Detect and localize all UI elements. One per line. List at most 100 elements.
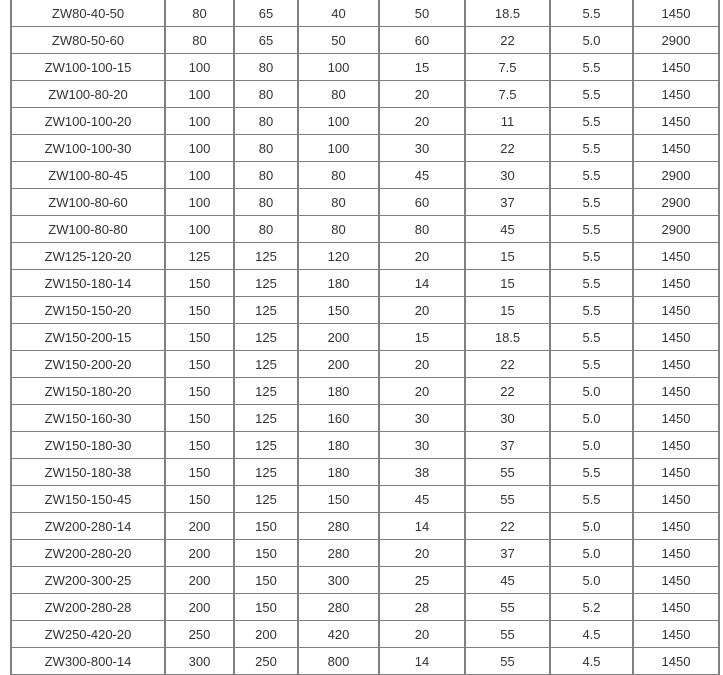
value-cell: 125 [233,323,299,351]
model-cell: ZW150-180-14 [10,269,166,297]
pump-spec-table-container: ZW80-40-50 80 65 40 50 18.5 5.5 1450 ZW80-50-60 8… [10,0,720,675]
model-cell: ZW200-280-14 [10,512,166,540]
value-cell: 7.5 [464,80,551,108]
value-cell: 1450 [632,377,720,405]
model-cell: ZW150-200-20 [10,350,166,378]
model-cell: ZW150-180-38 [10,458,166,486]
value-cell: 40 [297,0,380,27]
value-cell: 5.0 [549,404,634,432]
value-cell: 5.5 [549,269,634,297]
value-cell: 420 [297,620,380,648]
value-cell: 1450 [632,620,720,648]
value-cell: 160 [297,404,380,432]
table-row: ZW100-80-20 100 80 80 20 7.5 5.5 1450 [10,80,720,108]
value-cell: 150 [233,512,299,540]
value-cell: 5.5 [549,296,634,324]
value-cell: 200 [164,512,235,540]
value-cell: 250 [233,647,299,675]
value-cell: 200 [164,593,235,621]
value-cell: 100 [164,107,235,135]
value-cell: 100 [164,80,235,108]
value-cell: 14 [378,269,466,297]
value-cell: 300 [164,647,235,675]
value-cell: 1450 [632,485,720,513]
model-cell: ZW125-120-20 [10,242,166,270]
value-cell: 150 [297,485,380,513]
value-cell: 55 [464,593,551,621]
value-cell: 150 [164,485,235,513]
model-cell: ZW100-100-15 [10,53,166,81]
value-cell: 5.5 [549,485,634,513]
value-cell: 2900 [632,161,720,189]
value-cell: 15 [378,53,466,81]
table-row: ZW100-100-30 100 80 100 30 22 5.5 1450 [10,134,720,162]
model-cell: ZW150-160-30 [10,404,166,432]
value-cell: 5.5 [549,350,634,378]
value-cell: 150 [233,566,299,594]
table-row: ZW200-280-14 200 150 280 14 22 5.0 1450 [10,512,720,540]
value-cell: 1450 [632,134,720,162]
value-cell: 5.0 [549,512,634,540]
value-cell: 22 [464,377,551,405]
value-cell: 18.5 [464,323,551,351]
value-cell: 22 [464,26,551,54]
value-cell: 125 [233,458,299,486]
value-cell: 45 [378,485,466,513]
table-row: ZW150-150-45 150 125 150 45 55 5.5 1450 [10,485,720,513]
value-cell: 125 [233,404,299,432]
value-cell: 55 [464,620,551,648]
value-cell: 2900 [632,26,720,54]
table-row: ZW200-280-28 200 150 280 28 55 5.2 1450 [10,593,720,621]
value-cell: 80 [297,161,380,189]
value-cell: 80 [233,134,299,162]
value-cell: 65 [233,26,299,54]
model-cell: ZW150-150-45 [10,485,166,513]
value-cell: 5.5 [549,80,634,108]
value-cell: 80 [378,215,466,243]
value-cell: 20 [378,350,466,378]
value-cell: 250 [164,620,235,648]
value-cell: 4.5 [549,647,634,675]
value-cell: 30 [464,404,551,432]
table-row: ZW80-50-60 80 65 50 60 22 5.0 2900 [10,26,720,54]
value-cell: 1450 [632,593,720,621]
value-cell: 5.0 [549,539,634,567]
value-cell: 65 [233,0,299,27]
value-cell: 150 [164,296,235,324]
table-row: ZW100-100-15 100 80 100 15 7.5 5.5 1450 [10,53,720,81]
value-cell: 1450 [632,458,720,486]
value-cell: 37 [464,539,551,567]
value-cell: 125 [233,377,299,405]
value-cell: 15 [378,323,466,351]
value-cell: 80 [233,161,299,189]
value-cell: 180 [297,377,380,405]
model-cell: ZW80-40-50 [10,0,166,27]
table-row: ZW80-40-50 80 65 40 50 18.5 5.5 1450 [10,0,720,27]
value-cell: 5.0 [549,431,634,459]
value-cell: 100 [297,53,380,81]
table-row: ZW300-800-14 300 250 800 14 55 4.5 1450 [10,647,720,675]
value-cell: 50 [297,26,380,54]
value-cell: 4.5 [549,620,634,648]
value-cell: 60 [378,188,466,216]
value-cell: 20 [378,80,466,108]
value-cell: 150 [164,431,235,459]
value-cell: 5.5 [549,458,634,486]
value-cell: 15 [464,269,551,297]
value-cell: 1450 [632,323,720,351]
value-cell: 2900 [632,188,720,216]
value-cell: 180 [297,458,380,486]
value-cell: 1450 [632,296,720,324]
value-cell: 28 [378,593,466,621]
value-cell: 30 [378,404,466,432]
model-cell: ZW100-100-20 [10,107,166,135]
value-cell: 280 [297,539,380,567]
model-cell: ZW250-420-20 [10,620,166,648]
value-cell: 150 [233,593,299,621]
value-cell: 22 [464,134,551,162]
value-cell: 30 [464,161,551,189]
model-cell: ZW200-280-28 [10,593,166,621]
value-cell: 150 [233,539,299,567]
table-row: ZW200-300-25 200 150 300 25 45 5.0 1450 [10,566,720,594]
table-row: ZW150-200-15 150 125 200 15 18.5 5.5 1450 [10,323,720,351]
